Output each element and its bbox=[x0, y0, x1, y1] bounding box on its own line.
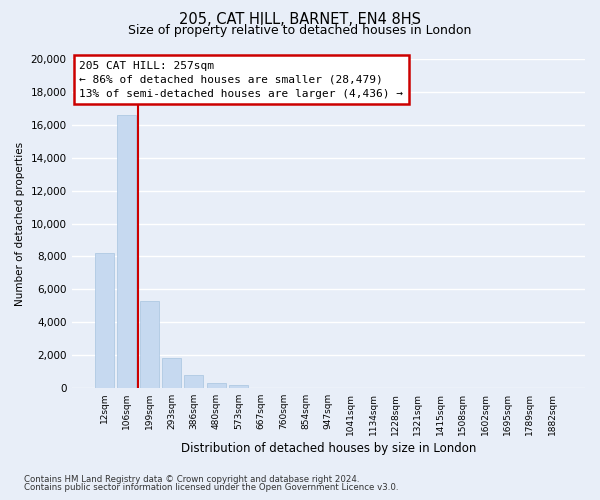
Bar bbox=[207, 383, 226, 388]
Y-axis label: Number of detached properties: Number of detached properties bbox=[15, 142, 25, 306]
Bar bbox=[117, 115, 136, 388]
Bar bbox=[140, 301, 158, 388]
Text: Size of property relative to detached houses in London: Size of property relative to detached ho… bbox=[128, 24, 472, 37]
Text: 205 CAT HILL: 257sqm
← 86% of detached houses are smaller (28,479)
13% of semi-d: 205 CAT HILL: 257sqm ← 86% of detached h… bbox=[79, 60, 403, 98]
Text: Contains HM Land Registry data © Crown copyright and database right 2024.: Contains HM Land Registry data © Crown c… bbox=[24, 475, 359, 484]
Text: Contains public sector information licensed under the Open Government Licence v3: Contains public sector information licen… bbox=[24, 484, 398, 492]
Bar bbox=[184, 375, 203, 388]
Bar bbox=[95, 253, 114, 388]
Bar bbox=[229, 385, 248, 388]
X-axis label: Distribution of detached houses by size in London: Distribution of detached houses by size … bbox=[181, 442, 476, 455]
Text: 205, CAT HILL, BARNET, EN4 8HS: 205, CAT HILL, BARNET, EN4 8HS bbox=[179, 12, 421, 28]
Bar bbox=[162, 358, 181, 388]
